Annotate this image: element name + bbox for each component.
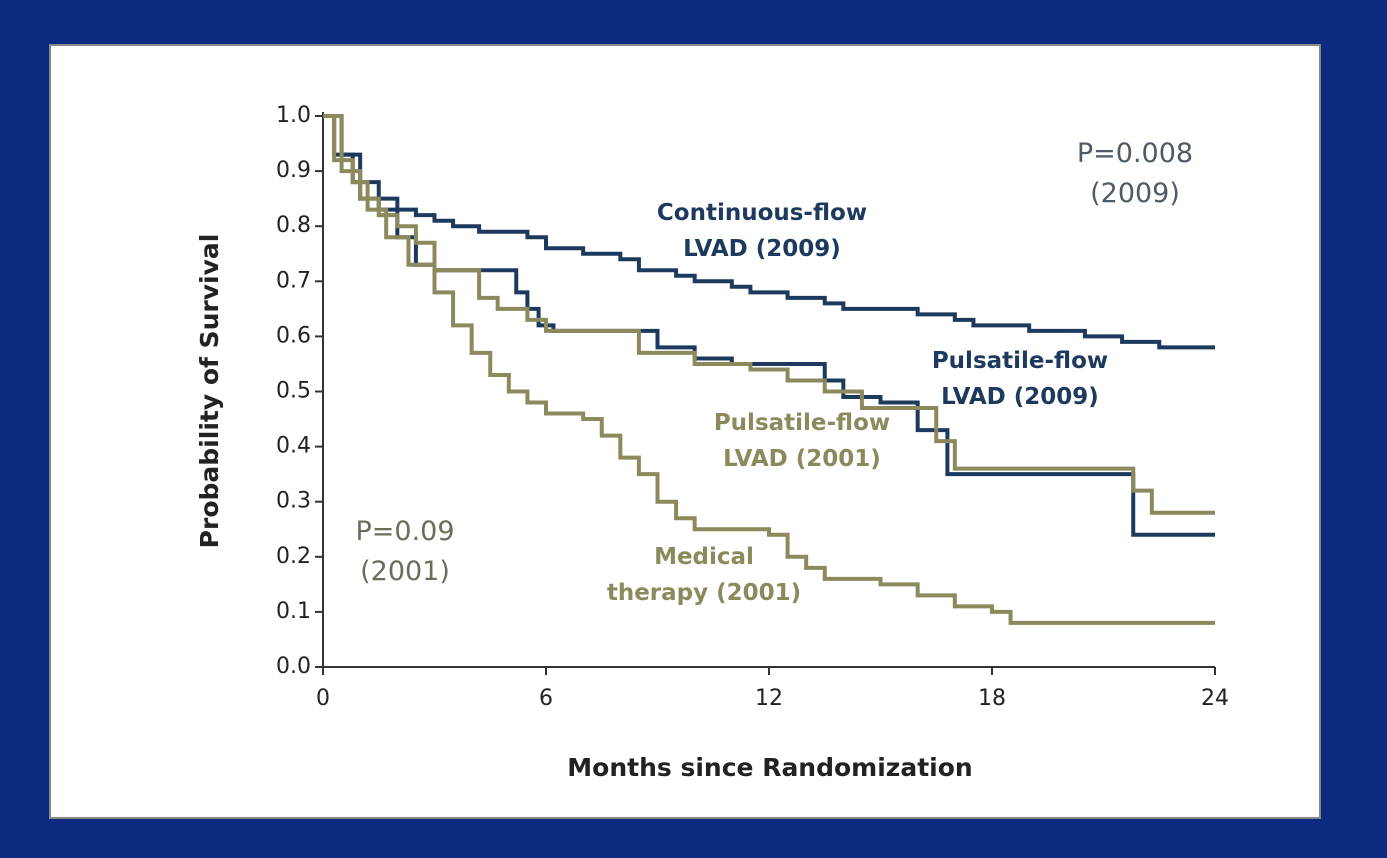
y-tick-label: 1.0 — [276, 103, 311, 128]
panel — [49, 44, 1321, 819]
curve-label: LVAD (2001) — [723, 446, 881, 472]
y-tick-label: 0.1 — [276, 599, 311, 624]
survival-curve — [323, 114, 1215, 515]
p-value: (2009) — [1090, 178, 1180, 209]
x-tick-label: 24 — [1201, 686, 1229, 711]
x-tick-label: 18 — [978, 686, 1006, 711]
curve-label: therapy (2001) — [607, 580, 801, 606]
curve-label: Medical — [654, 544, 754, 570]
curve-label: Continuous-flow — [657, 200, 867, 226]
survival-curve — [323, 114, 1215, 625]
curve-label: LVAD (2009) — [941, 384, 1099, 410]
y-tick-label: 0.4 — [276, 434, 311, 459]
y-tick-label: 0.2 — [276, 544, 311, 569]
x-tick-label: 6 — [539, 686, 553, 711]
curve-label: Pulsatile-flow — [932, 348, 1108, 374]
y-tick-label: 0.9 — [276, 158, 311, 183]
y-axis-title: Probability of Survival — [195, 234, 224, 549]
x-axis-title: Months since Randomization — [567, 753, 972, 782]
x-tick-label: 12 — [755, 686, 783, 711]
survival-curve — [323, 114, 1215, 350]
y-tick-label: 0.8 — [276, 213, 311, 238]
curve-label: Pulsatile-flow — [714, 410, 890, 436]
curve-label: LVAD (2009) — [683, 236, 841, 262]
y-tick-label: 0.0 — [276, 654, 311, 679]
p-value: P=0.008 — [1077, 138, 1193, 169]
y-tick-label: 0.7 — [276, 268, 311, 293]
y-tick-label: 0.3 — [276, 489, 311, 514]
y-tick-label: 0.5 — [276, 379, 311, 404]
p-value: P=0.09 — [355, 516, 454, 547]
y-tick-label: 0.6 — [276, 323, 311, 348]
x-tick-label: 0 — [316, 686, 330, 711]
p-value: (2001) — [360, 556, 450, 587]
